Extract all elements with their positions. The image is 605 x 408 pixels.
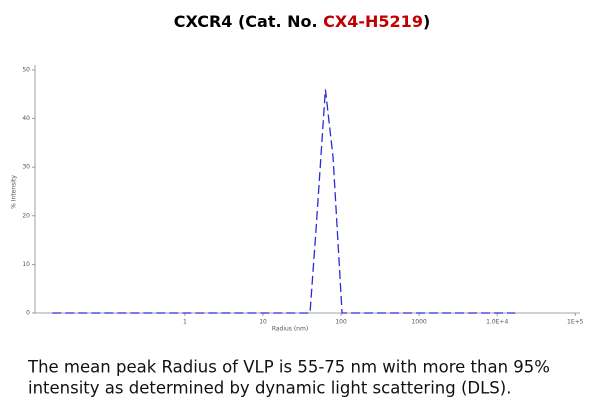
caption-line: intensity as determined by dynamic light… [28,379,511,398]
x-tick-label: 1.0E+4 [486,319,508,326]
chart-title: CXCR4 (Cat. No. CX4-H5219) [174,12,431,31]
x-tick-label: 10 [259,319,267,326]
title-part: ) [423,12,430,31]
title-part: CX4-H5219 [323,12,423,31]
y-tick-label: 10 [22,261,30,268]
x-axis-label: Radius (nm) [272,326,308,333]
title-part: CXCR4 (Cat. No. [174,12,323,31]
y-tick-label: 0 [26,310,30,317]
y-axis-label: % Intensity [11,175,18,209]
caption-line: The mean peak Radius of VLP is 55-75 nm … [27,358,550,377]
data-line [52,89,516,314]
y-tick-label: 30 [22,164,30,171]
y-tick-label: 50 [22,67,30,74]
x-tick-label: 1 [183,319,187,326]
x-tick-label: 1E+5 [567,319,584,326]
x-tick-label: 1000 [411,319,426,326]
x-tick-label: 100 [335,319,347,326]
y-tick-label: 40 [22,115,30,122]
y-tick-label: 20 [22,212,30,219]
